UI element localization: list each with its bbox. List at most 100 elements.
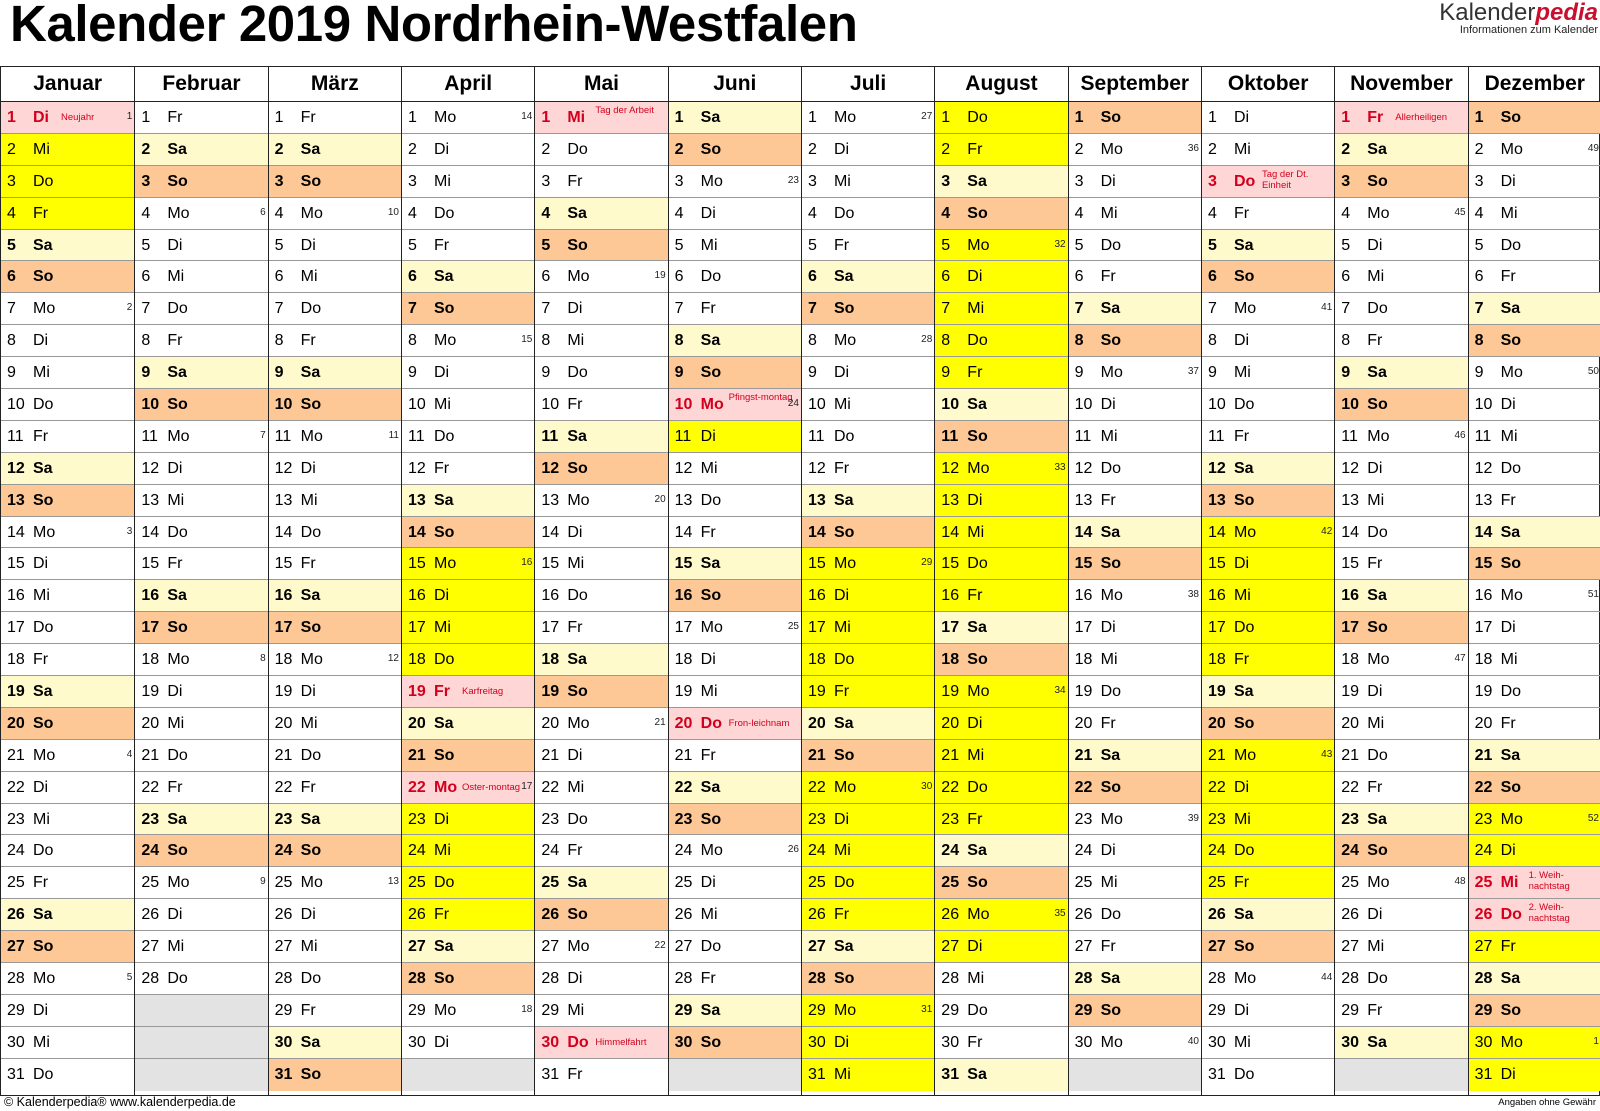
month-column-mai: Mai 1 Mi Tag der Arbeit 2 Do 3 Fr 4 Sa 5 So 6 Mo 19 7 Di… [534,67,668,1095]
day-number: 26 [941,906,960,924]
day-cell: 5 Mo 32 [935,229,1068,262]
weekday-label: Mi [300,938,318,956]
day-number: 6 [7,268,16,286]
weekday-label: Di [1367,906,1383,924]
weekday-label: Sa [700,778,721,796]
weekday-label: Fr [1233,204,1250,222]
day-cell: 2 Do [535,134,668,166]
weekday-label: Do [33,619,54,637]
month-header: April [401,67,535,102]
weekday-label: Di [567,300,583,318]
weekday-label: Di [167,906,183,924]
day-cell: 10 Mi [401,389,535,421]
month-header: Oktober [1201,67,1335,102]
day-number: 21 [941,746,960,764]
weekday-label: So [567,683,588,701]
weekday-label: Sa [300,364,321,382]
day-cell: 18 Mo 12 [268,644,401,677]
weekday-label: Mo [433,1001,457,1019]
day-number: 20 [1341,714,1360,732]
kalenderpedia-logo[interactable]: Kalenderpedia Informationen zum Kalender [1439,0,1598,36]
day-cell: 24 Di [1468,835,1600,868]
day-cell: 5 So [535,229,668,262]
day-cell: 23 So [668,803,801,836]
day-number: 1 [1341,109,1351,126]
week-number: 52 [1587,812,1599,824]
day-number: 24 [7,842,25,860]
weekday-label: Mo [433,109,457,126]
day-cell: 12 Di [1335,453,1468,485]
day-number: 30 [1207,1033,1226,1051]
day-number: 15 [1341,555,1360,573]
day-cell: 2 Mo 36 [1068,134,1201,166]
day-number: 12 [1207,459,1226,477]
day-cell: 8 Di [1,325,135,358]
day-number: 14 [674,523,693,541]
day-number: 25 [941,874,960,892]
day-cell: 11 Mi [1068,421,1201,453]
weekday-label: Fr [1100,491,1116,509]
day-cell: 6 Do [668,261,801,294]
day-number: 26 [1341,906,1360,924]
weekday-label: Fr [167,555,183,573]
weekday-label: Mo [33,523,56,541]
day-number: 3 [674,172,684,190]
day-number: 2 [1074,140,1084,158]
day-number: 13 [1074,491,1093,509]
day-number: 20 [1074,714,1093,732]
day-cell: 11 Fr [1,421,135,453]
day-cell: 29 Sa [668,994,801,1027]
day-number: 22 [1074,778,1093,796]
day-number: 19 [1207,683,1226,701]
day-cell: 17 Fr [535,612,668,645]
weekday-label: Do [433,874,455,892]
weekday-label: Mi [167,714,185,732]
weekday-label: Do [433,204,455,222]
day-number: 10 [1474,396,1493,414]
day-cell: 15 Fr [268,548,401,581]
weekday-label: Do [167,970,188,988]
day-cell: 16 Mi [1,580,135,613]
day-number: 23 [541,810,560,828]
day-cell: 14 So [801,516,935,549]
day-number: 7 [274,300,284,318]
day-cell: 20 So [1,707,135,740]
weekday-label: Mo [1233,970,1257,988]
day-cell: 28 So [401,963,535,995]
day-number: 3 [274,172,284,190]
day-cell: 26 Di [1335,899,1468,932]
weekday-label: So [433,300,455,318]
weekday-label: Mi [1233,810,1251,828]
day-number: 17 [807,619,826,637]
weekday-label: Mo [833,1001,857,1019]
month-column-juni: Juni 1 Sa 2 So 3 Mo 23 4 Di 5 Mi 6 Do 7 Fr 8 Sa 9 So 10 Mo Pfi… [667,67,801,1095]
week-number: 3 [126,525,133,537]
day-number: 1 [941,109,951,126]
day-cell: 2 Di [401,134,535,166]
weekday-label: Fr [833,683,850,701]
weekday-label: Fr [700,523,716,541]
weekday-label: Sa [167,364,187,382]
day-cell: 22 Mo 30 [801,771,935,804]
weekday-label: Mo [700,172,723,190]
week-number: 34 [1054,685,1066,697]
week-number: 32 [1054,238,1066,250]
day-number: 7 [941,300,951,318]
day-number: 12 [7,459,25,477]
day-number: 23 [941,810,960,828]
logo-brand-main: Kalender [1439,0,1536,26]
weekday-label: Fr [1100,938,1116,956]
weekday-label: Do [1367,970,1388,988]
weekday-label: Di [1100,396,1116,414]
weekday-label: Mo [300,874,323,892]
day-number: 15 [274,555,293,573]
day-number: 21 [1474,746,1493,764]
weekday-label: Fr [1500,714,1516,732]
day-cell: 13 So [1,484,135,517]
day-cell: 5 Do [1068,230,1201,262]
weekday-label: Sa [1367,140,1387,158]
day-number: 29 [407,1001,426,1019]
day-cell: 26 Mi [668,899,801,932]
day-cell: 27 Mo 22 [535,931,668,964]
weekday-label: Fr [967,364,983,382]
